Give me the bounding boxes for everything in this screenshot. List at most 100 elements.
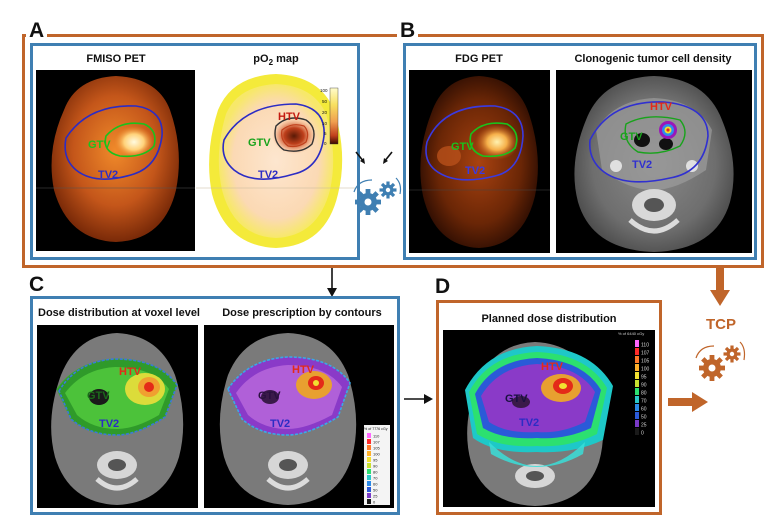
po2-tv2-label: TV2: [258, 169, 278, 181]
legend-d-swatch: [635, 340, 639, 347]
legend-d-swatch: [635, 380, 639, 387]
legend-c-swatch: [367, 493, 371, 498]
legend-d-value: 0: [641, 431, 644, 437]
legend-c-swatch: [367, 499, 371, 504]
panel-c-frame: [30, 296, 400, 515]
legend-c-value: 80: [373, 470, 378, 475]
legend-c-swatch: [367, 487, 371, 492]
legend-c-title: % of 7776 cGy: [364, 427, 388, 431]
po2-map-image: HTV GTV TV2 100 50 20 10 5 0: [196, 70, 355, 251]
po2-scale-4: 5: [324, 131, 327, 136]
arrow-from-panel-d: [668, 392, 708, 412]
legend-d-swatch: [635, 396, 639, 403]
planned-tv2-label: TV2: [519, 417, 539, 429]
panel-b-left-caption: FDG PET: [455, 53, 503, 65]
legend-d-value: 100: [641, 367, 650, 373]
po2-scale-1: 50: [322, 99, 328, 104]
legend-c-value: 50: [373, 488, 378, 493]
voxel-dose-image: HTV GTV TV2: [37, 325, 198, 508]
contour-htv-label: HTV: [292, 364, 315, 376]
panel-c-left-caption: Dose distribution at voxel level: [38, 307, 200, 319]
legend-c-value: 70: [373, 476, 378, 481]
a-b-merge-arrows: [355, 151, 393, 164]
panel-c-letter: C: [26, 274, 48, 296]
legend-d-swatch: [635, 348, 639, 355]
planned-gtv-label: GTV: [505, 393, 528, 405]
clonogenic-density-image: HTV GTV TV2: [556, 70, 752, 253]
legend-d-value: 50: [641, 415, 647, 421]
panel-a-right-caption: pO2 map: [253, 53, 299, 68]
legend-d-value: 107: [641, 351, 650, 357]
panel-d-frame: [436, 300, 662, 515]
voxel-htv-label: HTV: [119, 366, 142, 378]
planned-htv-label: HTV: [541, 361, 564, 373]
legend-c-swatch: [367, 451, 371, 456]
contour-gtv-label: GTV: [258, 390, 281, 402]
fmiso-tv2-label: TV2: [98, 169, 118, 181]
fdg-tv2-label: TV2: [465, 165, 485, 177]
legend-d-swatch: [635, 372, 639, 379]
voxel-gtv-label: GTV: [87, 390, 110, 402]
fmiso-pet-image: GTV TV2: [36, 70, 195, 251]
legend-d-swatch: [635, 404, 639, 411]
clonogenic-tv2-label: TV2: [632, 159, 652, 171]
panel-d-caption: Planned dose distribution: [481, 313, 617, 325]
panel-b-frame: [403, 43, 757, 260]
clonogenic-gtv-label: GTV: [620, 131, 643, 143]
po2-scale-0: 100: [320, 88, 328, 93]
panel-d-letter: D: [432, 276, 454, 298]
arrow-to-tcp: [710, 268, 730, 306]
legend-d-value: 90: [641, 383, 647, 389]
legend-c-swatch: [367, 457, 371, 462]
legend-d-value: 25: [641, 423, 647, 429]
legend-c-swatch: [367, 445, 371, 450]
legend-d-value: 80: [641, 391, 647, 397]
legend-d-value: 105: [641, 359, 650, 365]
legend-c-value: 25: [373, 494, 378, 499]
legend-c-swatch: [367, 433, 371, 438]
panel-a-letter: A: [26, 20, 48, 42]
legend-d-swatch: [635, 420, 639, 427]
legend-c-swatch: [367, 481, 371, 486]
legend-d-swatch: [635, 412, 639, 419]
top-panels-frame: [22, 34, 764, 268]
legend-c-value: 110: [373, 434, 380, 439]
legend-d-title: % of 6440 cGy: [618, 331, 644, 336]
planned-dose-image: HTV GTV TV2 % of 6440 cGy 110 107 105 100 95…: [443, 330, 655, 507]
legend-d-value: 70: [641, 399, 647, 405]
panel-b-right-caption: Clonogenic tumor cell density: [574, 53, 732, 65]
po2-htv-label: HTV: [278, 111, 301, 123]
panel-a-frame: [30, 43, 360, 260]
legend-c-value: 95: [373, 458, 378, 463]
legend-d-swatch: [635, 428, 639, 435]
tcp-label: TCP: [706, 316, 736, 333]
legend-c-swatch: [367, 475, 371, 480]
fdg-pet-image: GTV TV2: [409, 70, 550, 253]
legend-d-value: 95: [641, 375, 647, 381]
legend-c-swatch: [367, 469, 371, 474]
po2-scale-2: 20: [322, 110, 328, 115]
panel-b-letter: B: [397, 20, 419, 42]
arrow-to-panel-d: [404, 394, 433, 404]
legend-c-value: 105: [373, 446, 380, 451]
po2-gtv-label: GTV: [248, 137, 271, 149]
clonogenic-htv-label: HTV: [650, 101, 673, 113]
legend-c-value: 60: [373, 482, 378, 487]
fdg-gtv-label: GTV: [451, 141, 474, 153]
legend-d-swatch: [635, 364, 639, 371]
po2-scale-3: 10: [322, 121, 328, 126]
legend-c-value: 0: [373, 500, 376, 505]
contour-dose-image: HTV GTV TV2 % of 7776 cGy 110 107 105 100 95…: [204, 325, 394, 508]
legend-c-value: 90: [373, 464, 378, 469]
voxel-tv2-label: TV2: [99, 418, 119, 430]
fmiso-gtv-label: GTV: [88, 139, 111, 151]
panel-c-right-caption: Dose prescription by contours: [222, 307, 382, 319]
contour-tv2-label: TV2: [270, 418, 290, 430]
po2-scale-5: 0: [324, 141, 327, 146]
tcp-gear-icon: [695, 341, 746, 381]
legend-d-swatch: [635, 356, 639, 363]
legend-c-value: 100: [373, 452, 380, 457]
legend-c-swatch: [367, 463, 371, 468]
gear-icon: [353, 177, 402, 215]
panel-a-left-caption: FMISO PET: [86, 53, 146, 65]
